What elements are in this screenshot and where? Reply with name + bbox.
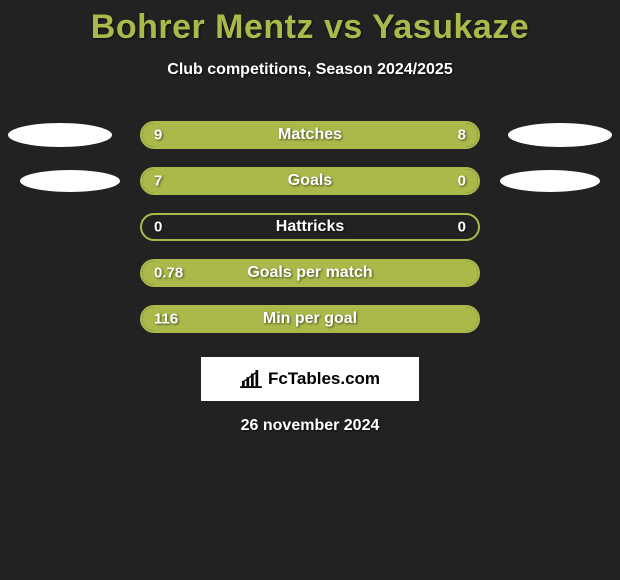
stat-row: 116 Min per goal bbox=[0, 305, 620, 333]
stat-value-left: 7 bbox=[154, 173, 162, 190]
stat-label: Min per goal bbox=[263, 310, 357, 328]
stat-row: 9 Matches 8 bbox=[0, 121, 620, 149]
bar-fill-right bbox=[401, 169, 478, 193]
stat-bar-matches: 9 Matches 8 bbox=[140, 121, 480, 149]
stat-value-left: 0.78 bbox=[154, 265, 183, 282]
stat-label: Goals bbox=[288, 172, 332, 190]
bar-chart-icon bbox=[240, 370, 262, 388]
stat-value-right: 0 bbox=[458, 173, 466, 190]
decor-right-ellipse bbox=[500, 170, 600, 192]
stat-value-left: 9 bbox=[154, 127, 162, 144]
stat-label: Goals per match bbox=[247, 264, 372, 282]
bar-fill-left bbox=[142, 169, 401, 193]
stat-label: Matches bbox=[278, 126, 342, 144]
stat-bar-mpg: 116 Min per goal bbox=[140, 305, 480, 333]
stat-bar-goals: 7 Goals 0 bbox=[140, 167, 480, 195]
stat-label: Hattricks bbox=[276, 218, 344, 236]
logo-text: FcTables.com bbox=[268, 369, 380, 389]
stat-bar-hattricks: 0 Hattricks 0 bbox=[140, 213, 480, 241]
decor-left-ellipse bbox=[20, 170, 120, 192]
stat-row: 0.78 Goals per match bbox=[0, 259, 620, 287]
date-text: 26 november 2024 bbox=[0, 417, 620, 435]
stat-row: 7 Goals 0 bbox=[0, 167, 620, 195]
stat-value-right: 0 bbox=[458, 219, 466, 236]
stat-bar-gpm: 0.78 Goals per match bbox=[140, 259, 480, 287]
decor-left-ellipse bbox=[8, 123, 112, 147]
stat-row: 0 Hattricks 0 bbox=[0, 213, 620, 241]
page-title: Bohrer Mentz vs Yasukaze bbox=[0, 0, 620, 47]
stat-value-right: 8 bbox=[458, 127, 466, 144]
bar-fill-right bbox=[320, 123, 478, 147]
subtitle: Club competitions, Season 2024/2025 bbox=[0, 61, 620, 79]
stats-container: 9 Matches 8 7 Goals 0 0 Hattricks 0 0. bbox=[0, 121, 620, 333]
stat-value-left: 116 bbox=[154, 311, 178, 328]
decor-right-ellipse bbox=[508, 123, 612, 147]
stat-value-left: 0 bbox=[154, 219, 162, 236]
logo-box[interactable]: FcTables.com bbox=[201, 357, 419, 401]
